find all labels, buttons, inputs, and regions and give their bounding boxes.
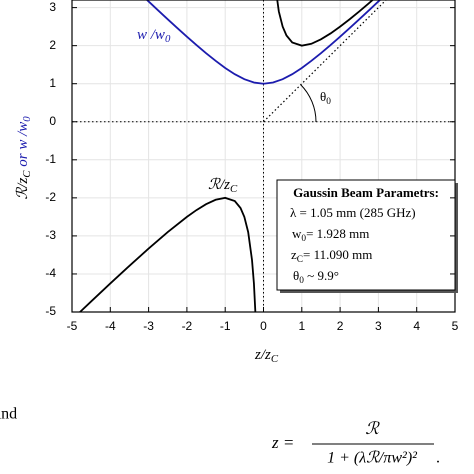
label-piece: C — [271, 353, 279, 365]
label-piece: w — [292, 226, 302, 241]
label-piece: λ = 1.05 mm (285 GHz) — [290, 205, 416, 220]
asymptote — [263, 0, 387, 123]
y-tick-label: -3 — [45, 228, 56, 242]
label-piece: θ — [320, 89, 326, 104]
box-line: w0= 1.928 mm — [292, 226, 369, 244]
y-tick-label: 3 — [49, 0, 56, 14]
x-tick-label: -1 — [220, 319, 231, 333]
x-tick-label: -2 — [182, 319, 193, 333]
x-tick-label: -5 — [67, 319, 78, 333]
label-piece: θ — [293, 268, 299, 283]
box-line: λ = 1.05 mm (285 GHz) — [290, 205, 416, 220]
y-tick-label: -1 — [45, 152, 56, 166]
y-tick-label: -4 — [45, 266, 56, 280]
lead-text: and — [0, 406, 17, 423]
box-frame — [276, 179, 456, 291]
equation-end: . — [436, 450, 440, 467]
y-tick-label: 2 — [49, 38, 56, 52]
box-line: zC= 11.090 mm — [291, 247, 372, 265]
curve — [276, 0, 374, 47]
label-piece: 0 — [165, 33, 171, 45]
x-tick-label: -4 — [105, 319, 116, 333]
equation-numerator: ℛ — [365, 419, 380, 438]
x-tick-label: 0 — [260, 319, 267, 333]
label-piece: 0 — [301, 234, 306, 244]
label-piece: 0 — [299, 276, 304, 286]
y-tick-label: -2 — [45, 190, 56, 204]
plot-area — [72, 0, 455, 312]
x-tick-label: -3 — [143, 319, 154, 333]
y-tick-label: 1 — [49, 76, 56, 90]
x-axis-label: z/zC — [254, 347, 279, 365]
y-tick-label: 0 — [49, 114, 56, 128]
x-tick-label: 5 — [452, 319, 459, 333]
x-tick-label: 4 — [413, 319, 420, 333]
series-label: w /w0 — [137, 27, 171, 45]
label-piece: C — [297, 255, 303, 265]
box-line: θ0 ~ 9.9° — [293, 268, 339, 286]
box-title: Gaussin Beam Parametrs: — [293, 185, 439, 200]
label-piece: 0 — [21, 116, 33, 122]
label-piece: C — [230, 183, 238, 195]
x-tick-label: 1 — [298, 319, 305, 333]
label-piece: = 11.090 mm — [303, 247, 372, 262]
label-piece: ℛ/z — [208, 177, 230, 193]
y-tick-label: -5 — [45, 304, 56, 318]
label-piece: 0 — [326, 97, 331, 107]
label-piece: ℛ/z — [15, 178, 31, 200]
label-piece: z — [291, 247, 297, 262]
equation-lhs: z = — [271, 433, 294, 452]
param-box — [276, 179, 458, 293]
angle-label: θ0 — [320, 89, 331, 107]
curve — [145, 0, 382, 85]
label-piece: z/z — [254, 347, 271, 363]
angle-arc — [300, 84, 317, 123]
label-piece: C — [21, 170, 33, 178]
label-piece: w /w — [137, 27, 165, 43]
y-axis-label: ℛ/zC or w /w0 — [15, 116, 33, 200]
label-piece: = 1.928 mm — [306, 226, 369, 241]
x-tick-label: 3 — [375, 319, 382, 333]
series-label: ℛ/zC — [208, 177, 238, 195]
x-tick-label: 2 — [337, 319, 344, 333]
curve — [78, 196, 257, 312]
label-piece: or w /w — [15, 122, 31, 171]
equation-denominator: 1 + (λℛ/πw²)² — [327, 450, 418, 467]
label-piece: ~ 9.9° — [304, 268, 339, 283]
